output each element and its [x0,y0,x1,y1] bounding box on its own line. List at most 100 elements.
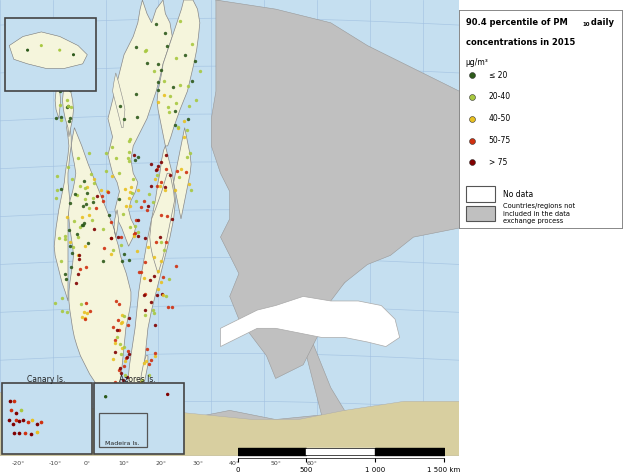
Polygon shape [157,0,200,146]
Point [163,103,173,111]
Point [144,361,154,368]
Text: 40-50: 40-50 [489,114,511,123]
Point [66,264,76,271]
Point [146,298,156,306]
Text: 90.4 percentile of PM: 90.4 percentile of PM [466,18,568,27]
Point [62,214,72,221]
Point [87,216,97,223]
Point [77,222,87,229]
Point [159,247,169,254]
Point [118,211,127,218]
Point [63,163,73,171]
Polygon shape [55,82,61,119]
Point [64,238,74,246]
Text: 0°: 0° [84,462,91,466]
Point [136,203,146,211]
Point [89,179,99,187]
Point [26,430,36,438]
Point [124,314,134,322]
Polygon shape [0,0,459,456]
Polygon shape [174,128,191,219]
Point [119,362,129,370]
Point [122,373,132,381]
Point [68,244,78,251]
Point [36,418,46,426]
Point [136,397,146,405]
Point [52,82,62,90]
Point [125,202,135,209]
Point [159,91,169,98]
Point [65,114,75,122]
Text: -20°: -20° [12,462,25,466]
Point [116,241,126,249]
Point [72,270,82,277]
Point [153,98,163,106]
Point [113,233,123,241]
Point [117,311,127,319]
Point [129,230,139,238]
Point [176,165,186,173]
Point [139,359,149,367]
Point [133,228,143,236]
Point [69,217,79,225]
Point [108,247,118,254]
Point [171,262,181,270]
Point [136,268,146,276]
Point [81,299,91,307]
Point [61,275,71,282]
Polygon shape [62,73,74,137]
Point [131,198,141,205]
Point [58,294,68,302]
Point [77,213,87,221]
Point [65,86,75,94]
Point [148,306,158,314]
Point [67,175,77,183]
Point [9,398,19,405]
Point [125,223,135,230]
Point [151,20,161,28]
Point [173,124,182,131]
Point [22,418,32,426]
Point [114,196,124,203]
Point [144,190,154,198]
Point [139,291,149,298]
Point [187,40,197,48]
Point [468,93,478,101]
Point [122,353,132,361]
Point [141,311,151,318]
Point [60,232,70,240]
Point [88,198,98,206]
Point [165,92,175,100]
Point [120,358,130,365]
Point [119,343,129,351]
Text: 20-40: 20-40 [489,93,511,101]
Point [156,211,166,218]
Point [468,71,478,79]
Point [68,249,78,257]
Point [152,182,162,190]
Point [179,117,189,125]
Point [18,416,28,423]
Point [70,190,80,198]
Point [118,318,127,326]
Point [72,191,82,199]
Point [125,135,135,142]
Point [119,312,129,320]
Point [57,307,67,315]
Point [186,186,196,194]
Point [161,238,171,246]
Point [56,116,66,124]
Point [174,124,184,131]
Point [88,195,98,202]
Point [98,225,108,233]
Point [124,138,134,145]
Point [131,217,141,224]
Text: 30°: 30° [192,462,203,466]
Point [131,44,141,51]
Polygon shape [136,356,148,419]
Point [111,379,121,386]
Point [32,428,42,436]
Point [190,57,200,65]
Point [134,268,144,276]
Point [132,114,142,121]
